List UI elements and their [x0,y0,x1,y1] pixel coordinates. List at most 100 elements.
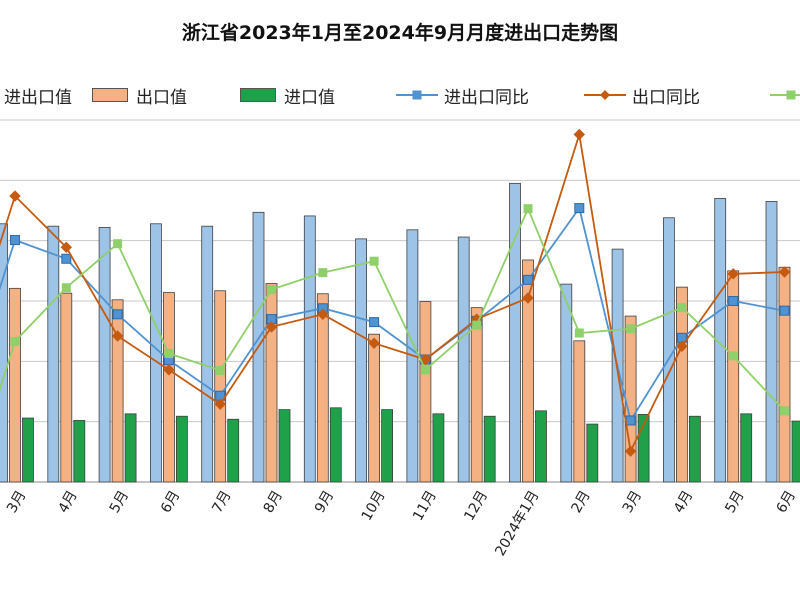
x-tick-label: 8月 [261,488,286,516]
data-point [368,337,380,349]
bar [663,217,675,483]
data-point [61,253,72,264]
legend-swatch [770,90,800,100]
legend-item [770,80,800,110]
bar [98,226,111,483]
bar [483,415,496,483]
data-point [523,274,533,285]
data-point [728,296,739,306]
data-point [318,268,328,278]
bar [0,223,8,483]
legend-item: 进出口值 [0,80,72,110]
x-tick-label: 5月 [722,488,747,516]
x-tick-label: 3月 [4,488,29,516]
bar [201,225,214,483]
data-point [61,283,71,293]
x-tick-label: 6月 [774,488,799,516]
bar [432,413,445,483]
data-point [60,241,73,254]
data-point [676,340,688,352]
data-point [215,365,225,375]
data-point [420,365,430,375]
bar [303,215,316,483]
x-tick-label: 10月 [359,488,389,524]
bar [162,292,175,483]
x-tick-label: 12月 [461,488,491,524]
data-point [625,415,636,426]
data-point [369,317,380,328]
bar [714,198,727,483]
bar-series-3 [22,407,800,483]
bar [676,286,688,483]
x-tick-label: 3月 [620,488,645,516]
x-tick-labels: 3月 4月 5月 6月 7月 8月 9月 10月 11月 12月 2024年1月 2月 3月 4月 5月 6月 [4,488,799,559]
legend-label: 进口值 [284,87,335,108]
bar [791,420,800,483]
legend-item: 出口同比 [584,80,700,110]
legend-swatch [396,90,438,100]
data-point [163,364,175,376]
bar [522,259,534,483]
chart-title: 浙江省2023年1月至2024年9月月度进出口走势图 [181,22,619,44]
bar [22,417,34,483]
bar [535,410,547,483]
data-point [317,308,329,320]
data-point [779,305,790,316]
bar [265,283,278,483]
x-tick-label: 11月 [410,488,440,524]
legend-item: 进口值 [240,80,335,110]
data-point [369,256,379,266]
data-point [522,292,534,304]
bar [368,333,381,483]
data-point [778,266,791,278]
bar [586,423,599,483]
bar [278,409,291,483]
x-tick-label: 4月 [55,488,80,516]
data-point [573,128,586,141]
legend: 进出口值 出口值 进口值 进出口同比 出口同比 [0,80,800,110]
data-point [728,351,738,361]
x-tick-label: 4月 [671,488,696,516]
x-tick-label: 5月 [107,488,132,516]
bar [765,201,778,483]
bar-series-2 [9,259,791,483]
bar [470,307,483,483]
data-point [574,328,584,338]
bar [509,182,521,483]
x-tick-label: 6月 [158,488,183,516]
x-tick-label: 2024年1月 [492,488,542,559]
data-point [780,406,789,416]
x-tick-label: 7月 [209,488,234,516]
bar [778,266,791,483]
data-point [10,336,20,346]
data-point [523,204,533,214]
bar [175,415,188,483]
data-point [214,398,226,410]
data-point [419,353,432,366]
bar [9,287,21,483]
data-point [574,203,585,214]
legend-label: 出口同比 [632,87,700,108]
data-point [472,320,482,330]
bar [457,236,470,483]
data-point [112,309,123,320]
data-point [727,268,739,280]
legend-swatch [92,88,128,102]
bar [637,414,650,483]
bar [329,407,342,483]
bar [73,420,86,483]
bar [214,290,227,483]
bar [227,418,240,483]
bar [689,415,701,483]
bar [316,293,329,483]
data-point [677,303,687,313]
data-point [164,348,174,358]
data-point [626,324,636,334]
bar [419,301,432,483]
legend-swatch [584,90,626,100]
bar [740,413,753,483]
x-tick-label: 2月 [568,488,593,516]
bar [111,299,124,483]
bar [560,283,573,483]
